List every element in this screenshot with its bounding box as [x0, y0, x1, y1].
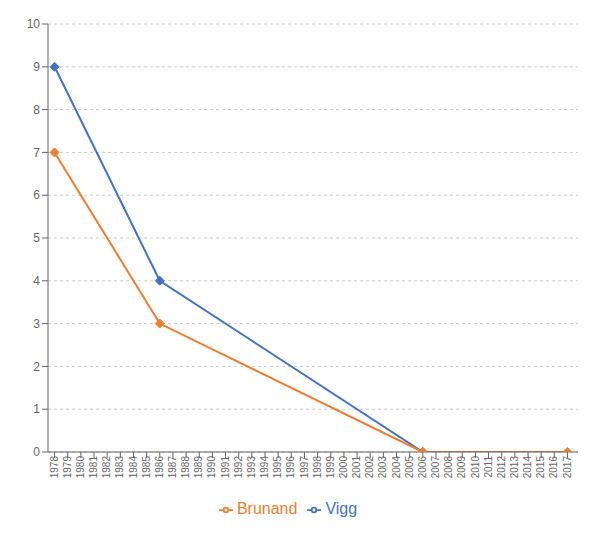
svg-text:2005: 2005 — [404, 456, 415, 479]
svg-text:2016: 2016 — [548, 456, 559, 479]
svg-text:1981: 1981 — [88, 456, 99, 479]
svg-text:1987: 1987 — [167, 456, 178, 479]
svg-text:1982: 1982 — [101, 456, 112, 479]
svg-text:1986: 1986 — [154, 456, 165, 479]
svg-text:1998: 1998 — [312, 456, 323, 479]
svg-text:1994: 1994 — [259, 456, 270, 479]
svg-text:2011: 2011 — [483, 456, 494, 478]
svg-text:7: 7 — [33, 146, 40, 160]
svg-text:2015: 2015 — [535, 456, 546, 479]
svg-text:2013: 2013 — [509, 456, 520, 479]
svg-text:2012: 2012 — [496, 456, 507, 479]
svg-text:2014: 2014 — [522, 456, 533, 479]
svg-text:5: 5 — [33, 231, 40, 245]
svg-text:1996: 1996 — [285, 456, 296, 479]
html-text:Vigg: Vigg — [325, 500, 358, 517]
svg-text:2000: 2000 — [338, 456, 349, 479]
svg-text:1985: 1985 — [141, 456, 152, 479]
svg-text:2004: 2004 — [391, 456, 402, 479]
svg-text:2: 2 — [33, 360, 40, 374]
svg-text:1978: 1978 — [49, 456, 60, 479]
svg-text:2010: 2010 — [470, 456, 481, 479]
svg-text:1980: 1980 — [75, 456, 86, 479]
svg-text:1997: 1997 — [299, 456, 310, 479]
svg-text:1991: 1991 — [220, 456, 231, 479]
html-text:Brunand: Brunand — [236, 500, 298, 517]
svg-text:2008: 2008 — [443, 456, 454, 479]
svg-text:1990: 1990 — [206, 456, 217, 479]
svg-text:1: 1 — [33, 402, 40, 416]
svg-text:2007: 2007 — [430, 456, 441, 479]
svg-text:1984: 1984 — [128, 456, 139, 479]
svg-text:2001: 2001 — [351, 456, 362, 479]
svg-text:1979: 1979 — [62, 456, 73, 479]
svg-text:2006: 2006 — [417, 456, 428, 479]
svg-text:1989: 1989 — [193, 456, 204, 479]
svg-text:1993: 1993 — [246, 456, 257, 479]
svg-text:6: 6 — [33, 188, 40, 202]
svg-text:4: 4 — [33, 274, 40, 288]
svg-text:1992: 1992 — [233, 456, 244, 479]
svg-text:10: 10 — [27, 17, 41, 31]
svg-text:2003: 2003 — [377, 456, 388, 479]
svg-text:8: 8 — [33, 103, 40, 117]
svg-text:1999: 1999 — [325, 456, 336, 479]
svg-text:2009: 2009 — [456, 456, 467, 479]
svg-text:3: 3 — [33, 317, 40, 331]
svg-text:0: 0 — [33, 445, 40, 459]
svg-text:1995: 1995 — [272, 456, 283, 479]
svg-text:9: 9 — [33, 60, 40, 74]
svg-text:1988: 1988 — [180, 456, 191, 479]
svg-text:1983: 1983 — [114, 456, 125, 479]
svg-text:2002: 2002 — [364, 456, 375, 479]
svg-text:2017: 2017 — [562, 456, 573, 479]
